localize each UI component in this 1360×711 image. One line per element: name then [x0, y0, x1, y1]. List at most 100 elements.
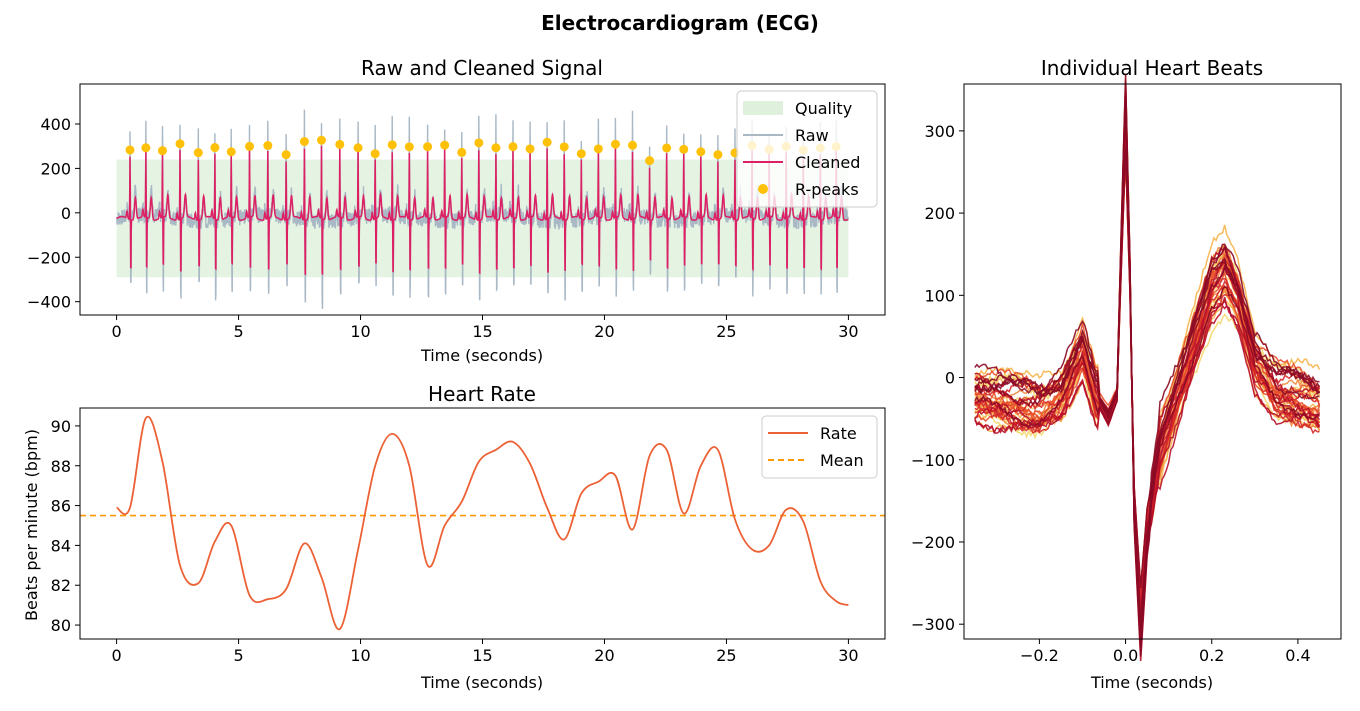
r-peak-point	[353, 143, 363, 153]
r-peak-point	[245, 141, 255, 151]
cleaned-signal-line	[116, 145, 849, 276]
beats-y-tick-label: 100	[924, 286, 955, 305]
r-peak-point	[193, 148, 203, 158]
beats-x-tick-label: −0.2	[1020, 646, 1059, 665]
r-peak-point	[226, 147, 236, 157]
rate-legend-box	[761, 415, 878, 479]
beats-y-tick-label: −100	[911, 451, 955, 470]
legend-label-rate: Rate	[820, 424, 857, 443]
r-peak-point	[645, 156, 655, 166]
r-peak-point	[474, 138, 484, 148]
signal-x-axis-label: Time (seconds)	[420, 346, 543, 365]
rate-x-tick-label: 10	[350, 646, 370, 665]
rate-legend: Rate Mean	[761, 415, 878, 479]
raw-cleaned-signal-panel: Raw and Cleaned Signal 0 5 10 15 20 25 30 −400 −…	[27, 56, 886, 365]
legend-label-quality: Quality	[795, 99, 852, 118]
rate-y-tick-label: 86	[51, 497, 71, 516]
signal-x-tick-label: 10	[350, 322, 370, 341]
r-peak-point	[299, 137, 309, 147]
signal-panel-title: Raw and Cleaned Signal	[361, 56, 603, 80]
signal-x-tick-label: 0	[111, 322, 121, 341]
r-peak-point	[508, 142, 518, 152]
beats-panel-title: Individual Heart Beats	[1041, 56, 1263, 80]
rate-x-tick-label: 15	[472, 646, 492, 665]
heart-rate-panel: Heart Rate 0 5 10 15 20 25 30 80 82 84 86 88 90 Time…	[22, 382, 886, 692]
beats-y-tick-label: 0	[945, 369, 955, 388]
signal-x-tick-label: 25	[716, 322, 736, 341]
signal-y-tick-label: −200	[27, 248, 71, 267]
r-peak-point	[525, 144, 535, 154]
signal-legend: Quality Raw Cleaned R-peaks	[736, 90, 878, 208]
rate-x-tick-label: 25	[716, 646, 736, 665]
heart-rate-line	[116, 415, 849, 630]
r-peak-point	[559, 142, 569, 152]
heart-beat-trace	[974, 148, 1320, 589]
signal-x-tick-label: 5	[233, 322, 243, 341]
r-peak-point	[125, 145, 135, 155]
r-peak-point	[210, 143, 220, 153]
r-peak-point	[440, 140, 450, 150]
r-peak-point	[542, 137, 552, 147]
beats-y-tick-label: 300	[924, 122, 955, 141]
rate-y-tick-label: 80	[51, 616, 71, 635]
r-peak-point	[317, 135, 326, 145]
r-peak-point	[157, 146, 167, 156]
beats-x-tick-label: 0.4	[1285, 646, 1310, 665]
r-peak-point	[593, 144, 603, 154]
legend-label-mean: Mean	[820, 451, 864, 470]
legend-label-cleaned: Cleaned	[795, 153, 860, 172]
rate-y-tick-label: 90	[51, 417, 71, 436]
signal-y-tick-label: −400	[27, 293, 71, 312]
beats-x-tick-label: 0.2	[1199, 646, 1224, 665]
signal-y-tick-label: 0	[61, 204, 71, 223]
beats-y-tick-label: 200	[924, 204, 955, 223]
r-peak-point	[610, 139, 620, 149]
beats-y-tick-label: −200	[911, 533, 955, 552]
signal-x-tick-label: 30	[838, 322, 858, 341]
legend-quality-swatch	[743, 101, 783, 115]
beats-x-tick-label: 0.0	[1113, 646, 1138, 665]
rate-x-axis-label: Time (seconds)	[420, 673, 543, 692]
r-peak-point	[175, 139, 185, 149]
figure-title: Electrocardiogram (ECG)	[541, 11, 819, 35]
r-peak-point	[141, 143, 151, 153]
legend-rpeaks-swatch	[758, 184, 768, 194]
rate-x-tick-label: 30	[838, 646, 858, 665]
beats-y-tick-label: −300	[911, 615, 955, 634]
beats-x-axis-label: Time (seconds)	[1090, 673, 1213, 692]
legend-label-r-peaks: R-peaks	[795, 180, 859, 199]
signal-y-tick-label: 400	[40, 115, 71, 134]
r-peak-point	[370, 149, 380, 159]
r-peak-point	[491, 143, 501, 153]
rate-y-tick-label: 88	[51, 457, 71, 476]
signal-x-tick-label: 20	[594, 322, 614, 341]
individual-beats-panel: Individual Heart Beats −0.2 0.0 0.2 0.4 −300…	[911, 56, 1342, 692]
beats-plot-frame	[963, 83, 1342, 640]
r-peak-point	[713, 150, 723, 160]
r-peak-point	[679, 144, 689, 154]
heart-beat-trace	[974, 74, 1321, 657]
r-peak-point	[662, 143, 672, 153]
rate-y-axis-label: Beats per minute (bpm)	[22, 429, 41, 621]
r-peak-point	[457, 147, 467, 157]
r-peak-point	[335, 139, 345, 149]
legend-label-raw: Raw	[795, 126, 829, 145]
rate-panel-title: Heart Rate	[428, 382, 536, 406]
signal-y-tick-label: 200	[40, 159, 71, 178]
r-peak-point	[696, 147, 706, 157]
rate-y-tick-label: 82	[51, 576, 71, 595]
rate-y-tick-label: 84	[51, 536, 71, 555]
r-peak-point	[387, 140, 397, 150]
rate-x-tick-label: 5	[233, 646, 243, 665]
r-peak-point	[576, 149, 586, 159]
r-peak-point	[404, 142, 414, 152]
rate-x-tick-label: 20	[594, 646, 614, 665]
signal-x-tick-label: 15	[472, 322, 492, 341]
r-peak-point	[263, 141, 273, 151]
r-peak-point	[423, 142, 433, 152]
signal-legend-box	[736, 90, 878, 208]
rate-x-tick-label: 0	[111, 646, 121, 665]
r-peak-point	[628, 140, 638, 150]
r-peak-point	[281, 150, 291, 160]
